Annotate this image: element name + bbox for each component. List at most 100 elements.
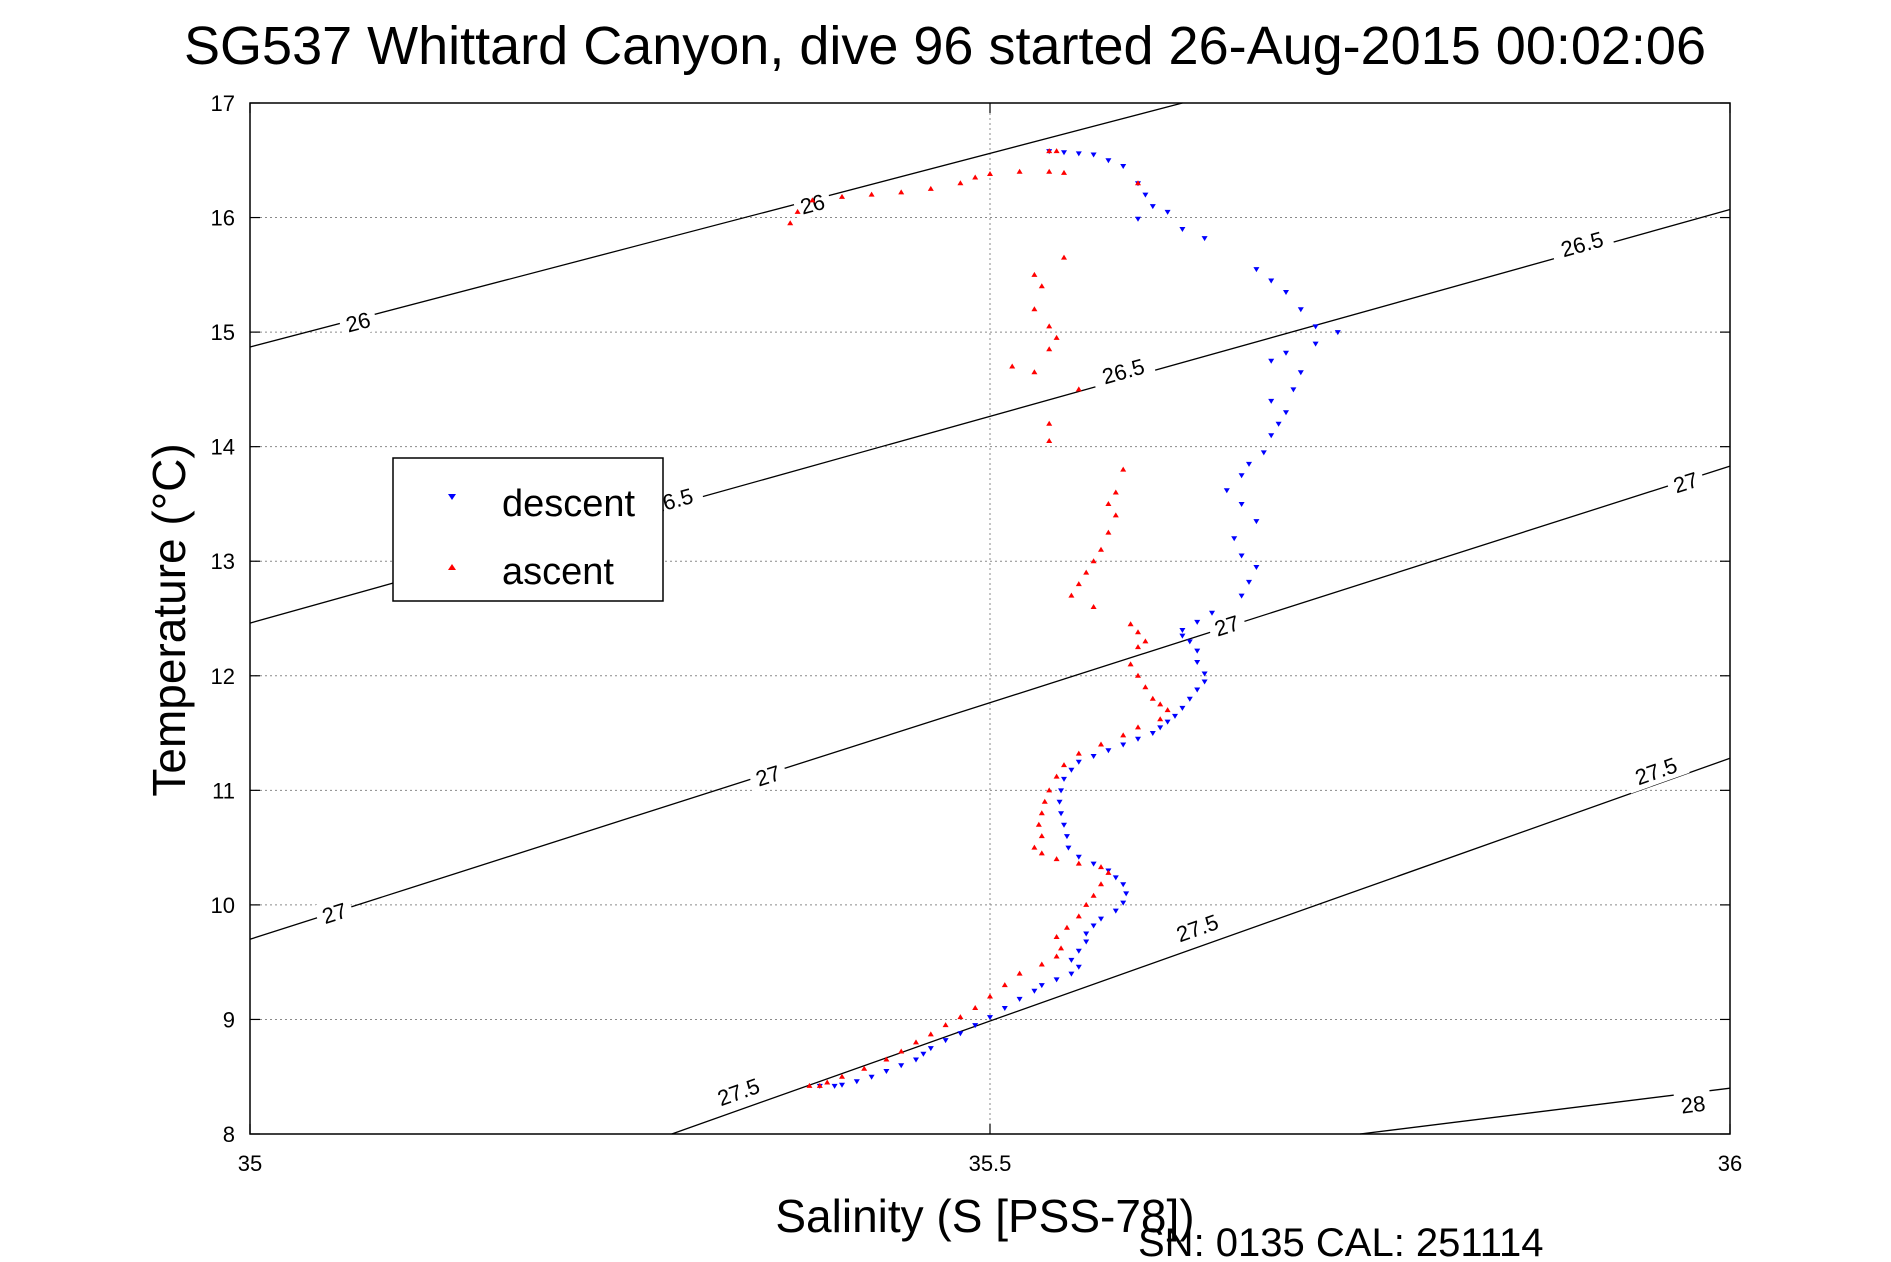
descent-point — [1083, 931, 1090, 937]
y-tick-label: 15 — [211, 320, 235, 345]
ascent-point — [1098, 881, 1104, 887]
ascent-point — [1016, 970, 1023, 976]
descent-point — [1031, 988, 1038, 994]
descent-point — [1283, 350, 1289, 356]
descent-point — [1120, 900, 1127, 906]
contour-label-background — [1622, 748, 1690, 794]
descent-point — [1253, 564, 1260, 570]
chart-title: SG537 Whittard Canyon, dive 96 started 2… — [184, 16, 1706, 76]
descent-point — [1038, 983, 1045, 989]
descent-series — [816, 149, 1341, 1089]
ascent-point — [1120, 732, 1127, 738]
contour-label-background — [746, 757, 790, 794]
ascent-point — [1001, 982, 1008, 988]
ascent-point — [1016, 168, 1023, 174]
descent-point — [1283, 290, 1289, 296]
ascent-point — [1127, 661, 1134, 667]
contour-label-background — [1548, 223, 1616, 265]
descent-point — [1246, 461, 1252, 467]
descent-point — [1075, 964, 1082, 970]
ascent-point — [1031, 844, 1038, 850]
ascent-point — [1098, 864, 1104, 870]
legend-ascent-label: ascent — [502, 551, 614, 593]
y-tick-label: 12 — [211, 664, 235, 689]
x-axis-label: Salinity (S [PSS-78]) — [775, 1190, 1194, 1242]
descent-point — [942, 1038, 949, 1044]
ascent-point — [1157, 716, 1164, 722]
grid — [250, 103, 1730, 1134]
ascent-point — [972, 1004, 979, 1010]
descent-point — [1253, 267, 1260, 273]
y-tick-label: 10 — [211, 893, 235, 918]
contour-label-background — [791, 186, 834, 221]
descent-point — [1297, 370, 1304, 376]
ascent-point — [1046, 148, 1053, 154]
contour-label-background — [337, 304, 379, 339]
y-tick-label: 14 — [211, 435, 235, 460]
descent-point — [1120, 882, 1127, 888]
y-tick-label: 11 — [212, 778, 235, 803]
descent-point — [1231, 536, 1238, 542]
descent-point — [1112, 875, 1119, 881]
ascent-point — [1046, 346, 1053, 352]
legend-ascent-marker — [448, 564, 456, 570]
descent-point — [1186, 639, 1193, 645]
ascent-point — [942, 1022, 949, 1028]
ascent-point — [868, 191, 875, 197]
ascent-series — [787, 148, 1171, 1088]
descent-point — [1238, 473, 1245, 479]
y-axis-ticks: 8 9 10 11 12 13 14 15 16 17 — [211, 91, 1730, 1147]
descent-point — [1312, 324, 1319, 330]
descent-point — [1283, 410, 1289, 416]
ascent-point — [1112, 489, 1119, 495]
contour-line-28 — [1359, 1087, 1731, 1135]
ascent-point — [1041, 798, 1048, 804]
descent-point — [1268, 433, 1275, 439]
ascent-point — [1090, 892, 1097, 898]
descent-point — [1075, 759, 1082, 765]
contour-label-26: 26 — [343, 307, 373, 337]
descent-point — [1201, 236, 1208, 242]
ascent-point — [1135, 180, 1141, 186]
descent-point — [972, 1023, 979, 1029]
contour-line-27 — [249, 465, 1731, 940]
ascent-point — [839, 193, 845, 199]
descent-point — [1058, 788, 1065, 794]
ascent-point — [809, 197, 816, 203]
ascent-point — [1142, 684, 1149, 690]
y-axis-label: Temperature (°C) — [143, 443, 195, 796]
ascent-point — [1053, 933, 1060, 939]
ascent-point — [927, 185, 934, 191]
y-tick-label: 17 — [211, 91, 235, 116]
ascent-point — [1105, 500, 1112, 506]
ascent-point — [898, 189, 905, 195]
ascent-point — [1009, 363, 1016, 369]
descent-point — [1068, 767, 1075, 773]
legend-box — [392, 457, 664, 602]
ascent-point — [987, 171, 993, 177]
contour-label-background — [704, 1068, 772, 1115]
descent-point — [1090, 152, 1097, 158]
ascent-point — [1035, 821, 1042, 827]
contour-label-26: 26 — [798, 189, 828, 219]
descent-point — [1194, 660, 1201, 666]
ascent-point — [1038, 850, 1045, 856]
ascent-point — [1090, 604, 1097, 610]
descent-point — [883, 1068, 890, 1074]
legend-descent-label: descent — [502, 483, 636, 525]
descent-point — [1061, 150, 1067, 156]
ascent-point — [1046, 323, 1053, 329]
ascent-point — [1120, 466, 1127, 472]
ascent-point — [1046, 420, 1053, 426]
descent-point — [1268, 398, 1275, 404]
contour-label-background — [1089, 350, 1157, 392]
descent-point — [1135, 736, 1141, 742]
ascent-point — [1098, 546, 1104, 552]
descent-point — [1194, 648, 1201, 654]
contour-label-background — [1673, 1089, 1713, 1120]
ascent-point — [1046, 168, 1053, 174]
ascent-point — [1105, 869, 1112, 875]
ascent-point — [806, 1082, 813, 1088]
descent-point — [1201, 671, 1208, 677]
